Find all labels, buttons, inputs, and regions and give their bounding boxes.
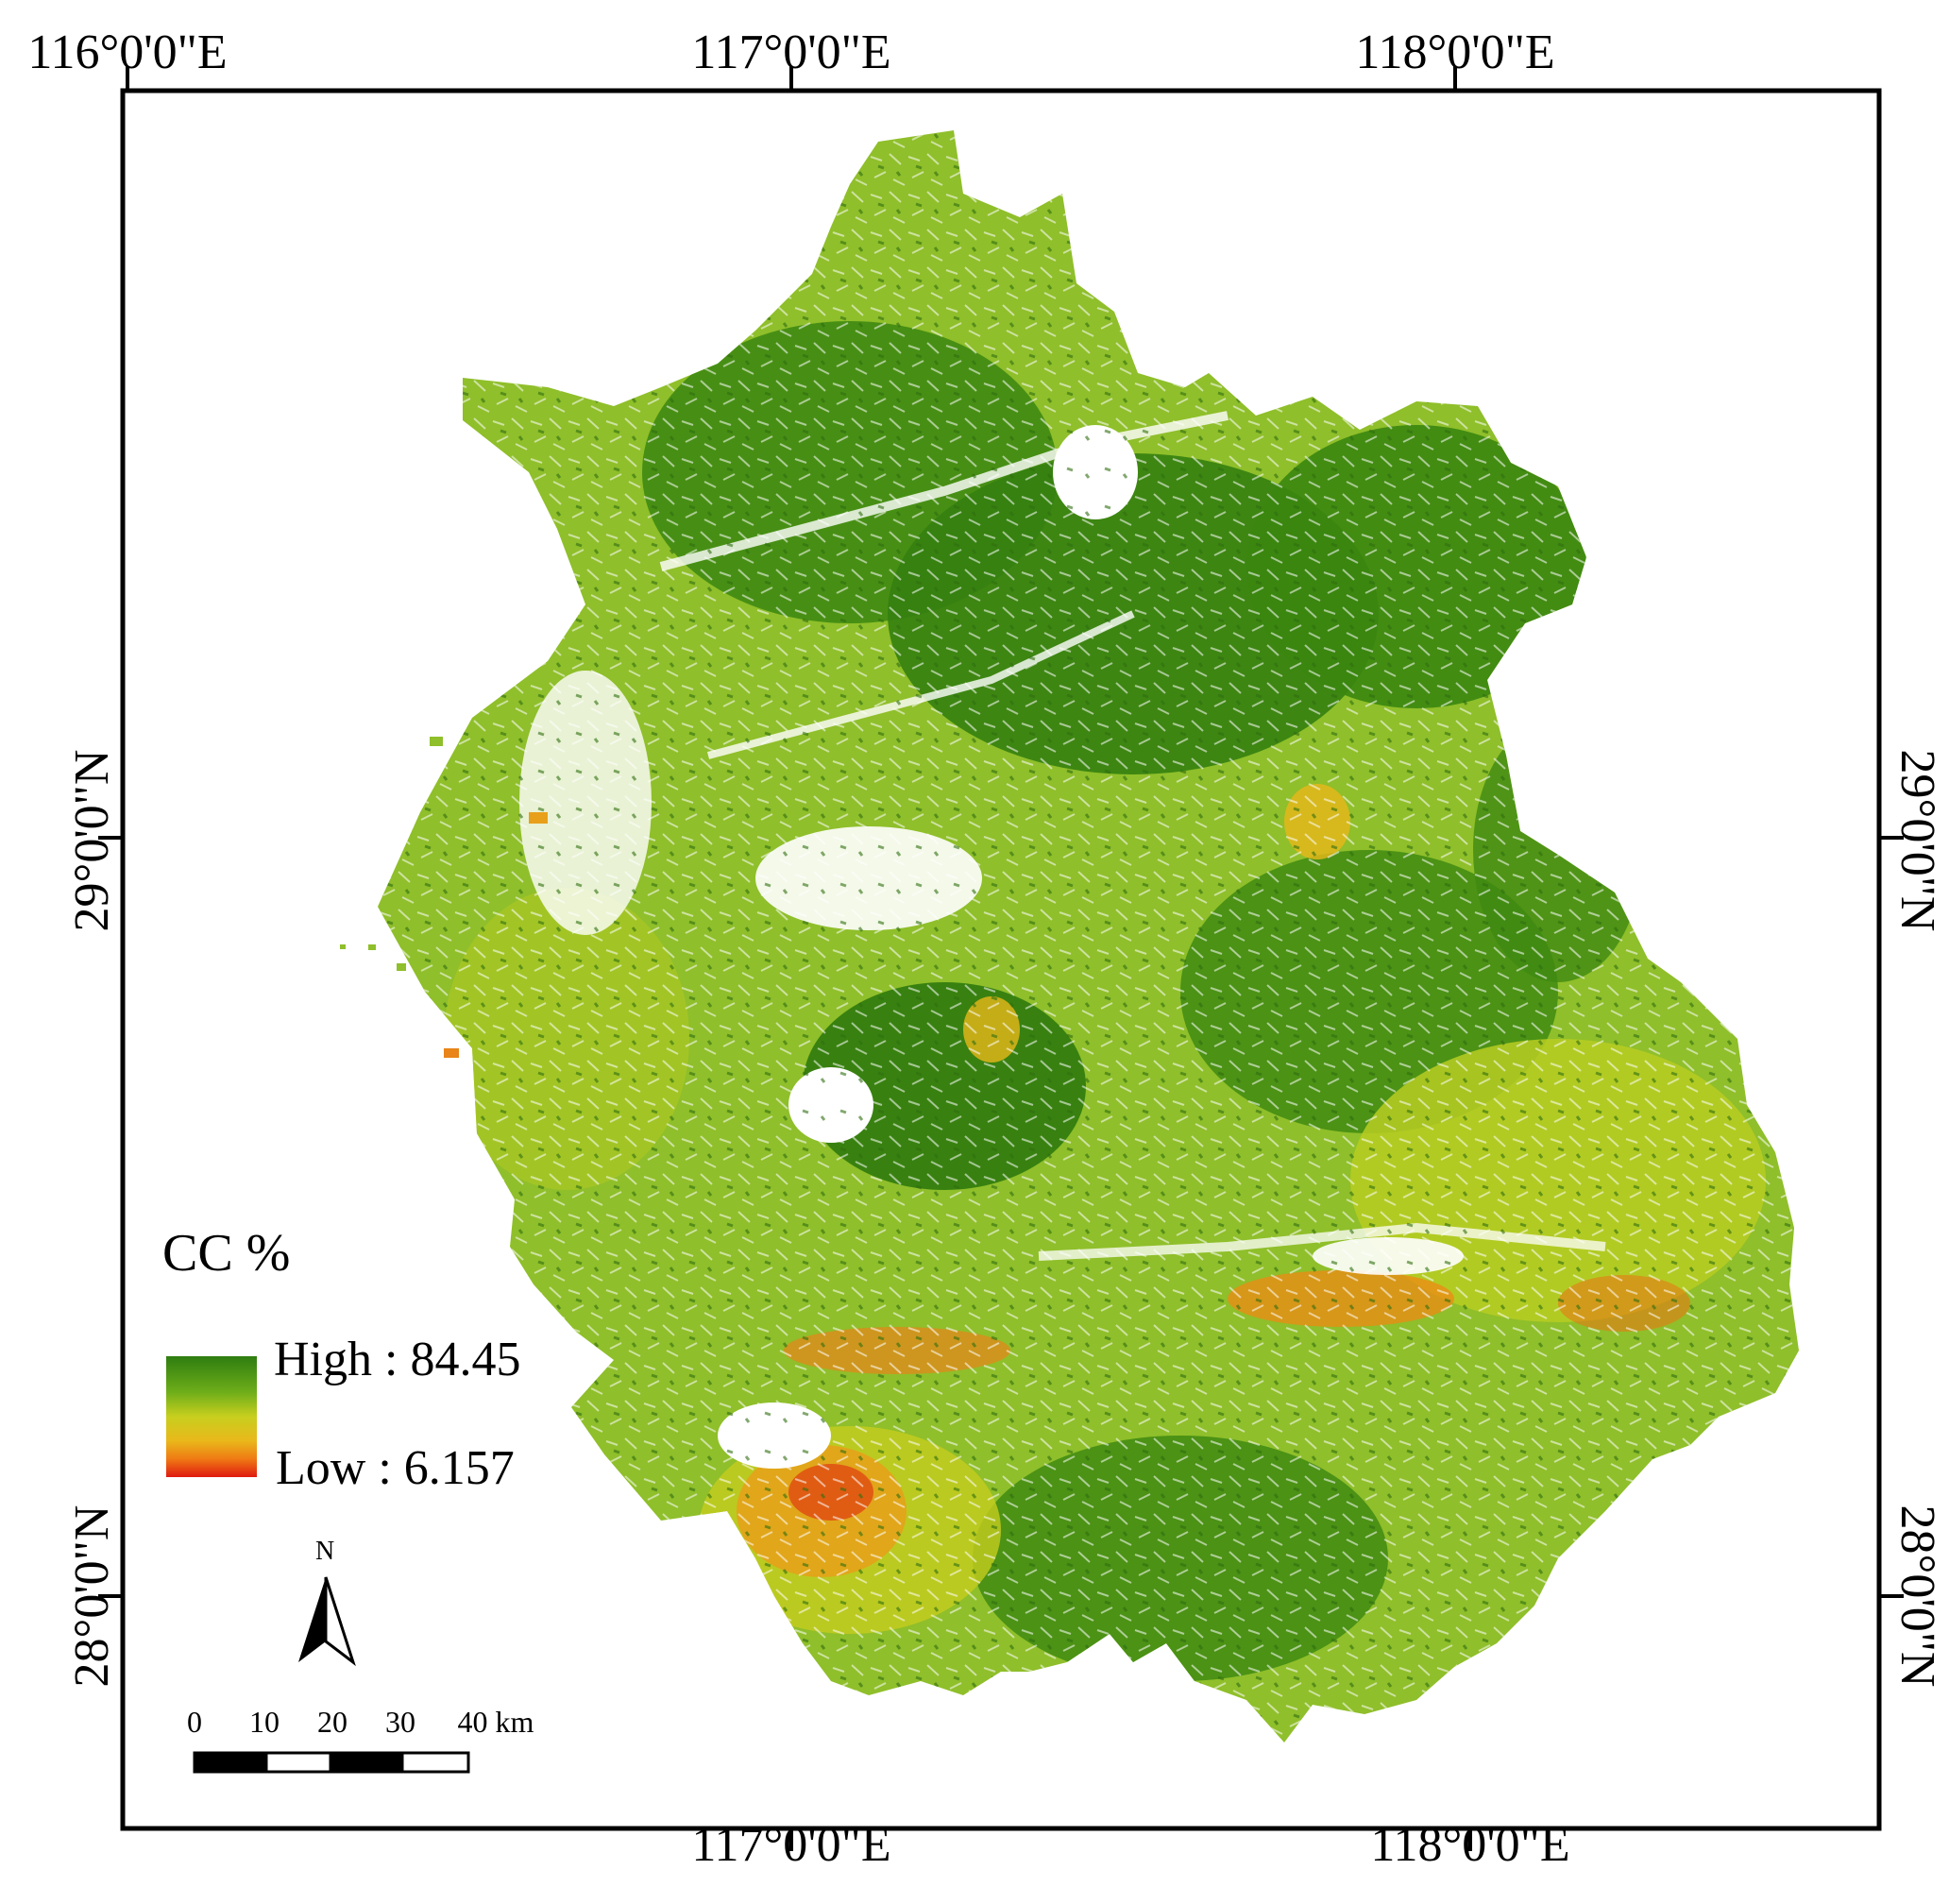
scattered-fragments bbox=[340, 737, 548, 1058]
lon-label-top-116: 116°0'0"E bbox=[27, 26, 228, 79]
lat-label-right-29: 29°0'0"N bbox=[1890, 749, 1944, 932]
lon-label-top-117: 117°0'0"E bbox=[691, 26, 891, 79]
lat-label-right-28: 28°0'0"N bbox=[1890, 1504, 1944, 1688]
scale-bar bbox=[193, 1751, 470, 1774]
scale-tick-20: 20 bbox=[317, 1705, 347, 1739]
lon-label-bottom-118: 118°0'0"E bbox=[1370, 1818, 1570, 1872]
legend-title: CC % bbox=[162, 1224, 291, 1283]
legend-high-label: High : 84.45 bbox=[274, 1333, 521, 1386]
graticule-ticks bbox=[98, 66, 1904, 1851]
scale-tick-10: 10 bbox=[249, 1705, 280, 1739]
legend-low-label: Low : 6.157 bbox=[276, 1441, 515, 1495]
north-arrow-label: N bbox=[315, 1537, 335, 1566]
lat-label-left-29: 29°0'0"N bbox=[65, 749, 119, 932]
scale-tick-30: 30 bbox=[385, 1705, 415, 1739]
lon-label-top-118: 118°0'0"E bbox=[1355, 26, 1555, 79]
scale-tick-0: 0 bbox=[187, 1705, 202, 1739]
legend-color-ramp bbox=[166, 1356, 257, 1477]
lat-label-left-28: 28°0'0"N bbox=[65, 1504, 119, 1688]
north-arrow-icon bbox=[298, 1576, 356, 1667]
scale-tick-40: 40 km bbox=[457, 1705, 534, 1739]
lon-label-bottom-117: 117°0'0"E bbox=[691, 1818, 891, 1872]
